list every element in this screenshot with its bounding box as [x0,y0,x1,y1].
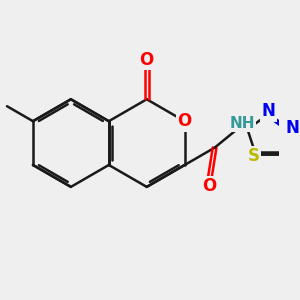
Text: O: O [202,177,216,195]
Text: O: O [140,51,154,69]
Text: NH: NH [230,116,255,131]
Text: O: O [178,112,192,130]
Text: N: N [285,119,299,137]
Text: N: N [262,102,275,120]
Text: S: S [248,147,260,165]
